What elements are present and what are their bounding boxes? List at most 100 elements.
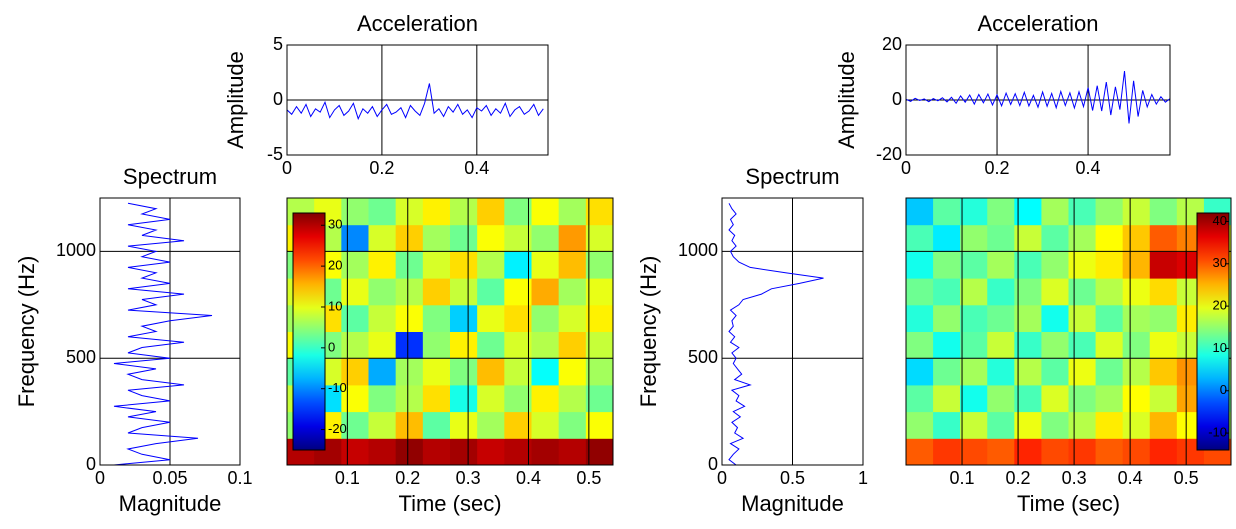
heatmap-cell <box>558 304 587 332</box>
heatmap-cell <box>1095 251 1124 279</box>
y-tick-label: 0 <box>273 89 283 109</box>
heatmap-cell <box>1041 438 1069 466</box>
y-tick-label: 0 <box>708 454 718 474</box>
heatmap-cell <box>504 304 532 332</box>
heatmap-cell <box>1068 358 1097 386</box>
heatmap-cell <box>450 384 478 413</box>
heatmap-cell <box>450 278 478 306</box>
colorbar-tick-label: 30 <box>1213 255 1227 270</box>
heatmap-cell <box>1149 251 1178 279</box>
heatmap-cell <box>987 278 1015 306</box>
heatmap-cell <box>341 358 369 386</box>
heatmap-cell <box>368 304 397 332</box>
heatmap-cell <box>933 358 961 386</box>
heatmap-cell <box>477 278 505 306</box>
axes-box <box>99 197 241 466</box>
data-line <box>728 203 824 466</box>
heatmap-cell <box>558 251 587 279</box>
heatmap-cell <box>395 438 424 466</box>
heatmap-cell <box>558 224 587 252</box>
heatmap-cell <box>1041 358 1069 386</box>
heatmap-cell <box>1122 411 1151 439</box>
heatmap-cell <box>504 251 532 279</box>
heatmap-cell <box>395 251 424 279</box>
heatmap-cell <box>585 411 614 439</box>
heatmap-cell <box>504 331 532 359</box>
heatmap-cell <box>368 278 397 306</box>
colorbar-tick-label: 0 <box>1220 382 1227 397</box>
x-tick-label: 0 <box>95 468 105 488</box>
heatmap-cell <box>531 384 560 413</box>
heatmap-cell <box>1014 198 1042 226</box>
heatmap-cell <box>987 251 1015 279</box>
heatmap-cell <box>1122 331 1151 359</box>
heatmap-cell <box>933 224 961 252</box>
heatmap-cell <box>906 198 934 226</box>
y-axis-label: Amplitude <box>223 51 248 149</box>
heatmap-cell <box>1149 224 1178 252</box>
heatmap-cell <box>368 198 397 226</box>
heatmap-cell <box>341 304 369 332</box>
heatmap-cell <box>1149 198 1178 226</box>
heatmap-cell <box>1014 278 1042 306</box>
heatmap-cell <box>477 198 505 226</box>
heatmap-cell <box>906 278 934 306</box>
heatmap-cell <box>1149 411 1178 439</box>
heatmap-cell <box>1041 224 1069 252</box>
heatmap-cell <box>960 358 988 386</box>
x-tick-label: 0.3 <box>1062 468 1087 488</box>
heatmap-cell <box>341 438 369 466</box>
heatmap-cell <box>558 358 587 386</box>
heatmap-cell <box>960 384 988 413</box>
heatmap-cell <box>341 411 369 439</box>
heatmap-cell <box>1095 224 1124 252</box>
heatmap-cell <box>1014 358 1042 386</box>
chart-title: Spectrum <box>123 164 217 189</box>
y-tick-label: 0 <box>892 89 902 109</box>
x-tick-label: 0 <box>282 158 292 178</box>
heatmap-cell <box>368 331 397 359</box>
heatmap-cell <box>341 224 369 252</box>
heatmap-cell <box>987 331 1015 359</box>
y-tick-label: 1000 <box>56 240 96 260</box>
axes-box <box>905 197 1232 466</box>
heatmap-cell <box>422 411 451 439</box>
heatmap-cell <box>1041 411 1069 439</box>
heatmap-cell <box>422 278 451 306</box>
axes-box <box>286 44 549 156</box>
heatmap-cell <box>450 411 478 439</box>
heatmap-cell <box>558 198 587 226</box>
colorbar-tick-label: -20 <box>328 421 347 436</box>
heatmap-cell <box>558 438 587 466</box>
heatmap-cell <box>477 411 505 439</box>
axes-box <box>905 44 1171 156</box>
colorbar-tick-label: 0 <box>328 339 335 354</box>
heatmap-cell <box>987 224 1015 252</box>
heatmap-cell <box>422 358 451 386</box>
colorbar-tick-label: -10 <box>1208 425 1227 440</box>
heatmap-cell <box>987 384 1015 413</box>
heatmap-cell <box>558 278 587 306</box>
colorbar-tick-label: -10 <box>328 380 347 395</box>
x-tick-label: 0.4 <box>1118 468 1143 488</box>
x-tick-label: 1 <box>858 468 868 488</box>
heatmap-cell <box>933 331 961 359</box>
heatmap-cell <box>1068 384 1097 413</box>
heatmap-cell <box>368 358 397 386</box>
x-axis-label: Time (sec) <box>398 491 501 516</box>
heatmap-cell <box>450 358 478 386</box>
x-tick-label: 0 <box>717 468 727 488</box>
y-axis-label: Frequency (Hz) <box>636 256 661 408</box>
heatmap-cell <box>395 224 424 252</box>
x-tick-label: 0.05 <box>152 468 187 488</box>
heatmap-cell <box>341 384 369 413</box>
x-tick-label: 0.1 <box>950 468 975 488</box>
heatmap-cell <box>422 438 451 466</box>
heatmap-cell <box>395 331 424 359</box>
y-axis-label: Frequency (Hz) <box>14 256 39 408</box>
heatmap-cell <box>504 384 532 413</box>
y-tick-label: 20 <box>882 34 902 54</box>
y-tick-label: 1000 <box>678 240 718 260</box>
heatmap-cell <box>368 438 397 466</box>
heatmap-cell <box>1149 331 1178 359</box>
